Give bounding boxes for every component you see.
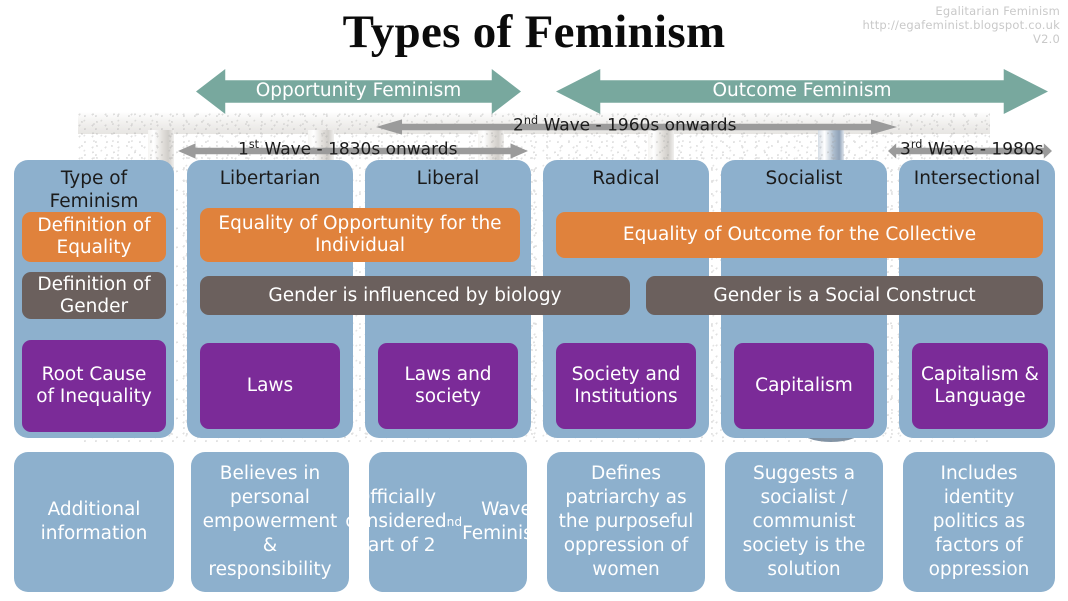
column-header-3: Radical xyxy=(592,168,660,189)
cell-equality-outcome: Equality of Outcome for the Collective xyxy=(556,212,1043,258)
wave-second-suffix: nd xyxy=(523,114,539,127)
wave-arrow-third xyxy=(888,141,1052,161)
wave-arrow-second xyxy=(376,117,897,137)
cell-root-cause-radical: Society and Institutions xyxy=(556,343,696,429)
wave-label-third: 3rd Wave - 1980s xyxy=(900,138,1044,160)
page-title: Types of Feminism xyxy=(342,6,726,58)
wave-third-ordinal: 3 xyxy=(900,139,911,160)
wave-third-rest: Wave - 1980s xyxy=(922,139,1044,160)
cell-root-cause-socialist: Capitalism xyxy=(734,343,874,429)
wave-first-ordinal: 1 xyxy=(238,139,249,160)
band-arrow-outcome-feminism: Outcome Feminism xyxy=(556,68,1048,115)
wave-first-rest: Wave - 1830s onwards xyxy=(259,139,458,160)
band-label-opportunity: Opportunity Feminism xyxy=(255,80,462,101)
wave-label-second: 2nd Wave - 1960s onwards xyxy=(513,114,736,136)
column-header-5: Intersectional xyxy=(913,168,1041,189)
band-label-outcome: Outcome Feminism xyxy=(712,80,892,101)
row-label-root-cause-of-inequality: Root Cause of Inequality xyxy=(22,340,166,432)
row-label-definition-of-equality: Definition of Equality xyxy=(22,212,166,262)
cell-equality-opportunity: Equality of Opportunity for the Individu… xyxy=(200,208,520,262)
cell-gender-social-construct: Gender is a Social Construct xyxy=(646,276,1043,315)
credits-site-name: Egalitarian Feminism xyxy=(935,4,1060,18)
cell-root-cause-libertarian: Laws xyxy=(200,343,340,429)
column-header-1: Libertarian xyxy=(219,168,321,189)
wave-third-suffix: rd xyxy=(910,138,923,151)
credits-version: V2.0 xyxy=(1033,32,1060,46)
wave-first-suffix: st xyxy=(248,138,260,151)
cell-gender-biology: Gender is influenced by biology xyxy=(200,276,630,315)
row-label-definition-of-gender: Definition of Gender xyxy=(22,272,166,319)
cell-additional-socialist: Suggests a socialist / communist society… xyxy=(725,452,883,592)
column-header-0: Type of Feminism xyxy=(49,168,139,212)
cell-root-cause-liberal: Laws and society xyxy=(378,343,518,429)
wave-arrow-first xyxy=(178,141,528,161)
credits-block: Egalitarian Feminism http://egafeminist.… xyxy=(863,4,1061,46)
wave-second-ordinal: 2 xyxy=(513,115,524,136)
cell-additional-radical: Defines patriarchy as the purposeful opp… xyxy=(547,452,705,592)
cell-root-cause-intersectional: Capitalism & Language xyxy=(912,343,1048,429)
column-header-2: Liberal xyxy=(416,168,480,189)
column-header-4: Socialist xyxy=(765,168,843,189)
cell-additional-libertarian: Believes in personal empowerment & respo… xyxy=(191,452,349,592)
row-label-additional-information: Additional information xyxy=(14,452,174,592)
wave-second-rest: Wave - 1960s onwards xyxy=(538,115,737,136)
cell-additional-intersectional: Includes identity politics as factors of… xyxy=(903,452,1055,592)
band-arrow-opportunity-feminism: Opportunity Feminism xyxy=(196,68,521,115)
credits-url: http://egafeminist.blogspot.co.uk xyxy=(862,18,1060,32)
wave-label-first: 1st Wave - 1830s onwards xyxy=(238,138,457,160)
